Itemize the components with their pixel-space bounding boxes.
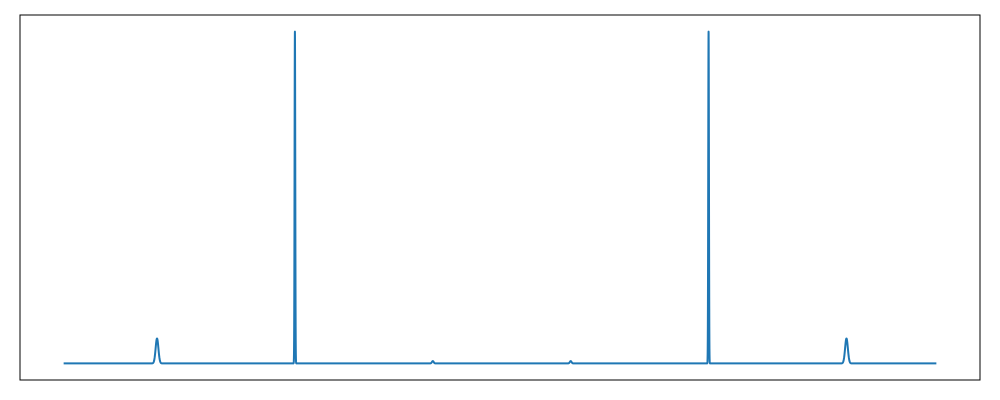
plot-frame	[20, 15, 980, 380]
series-line	[64, 32, 937, 364]
